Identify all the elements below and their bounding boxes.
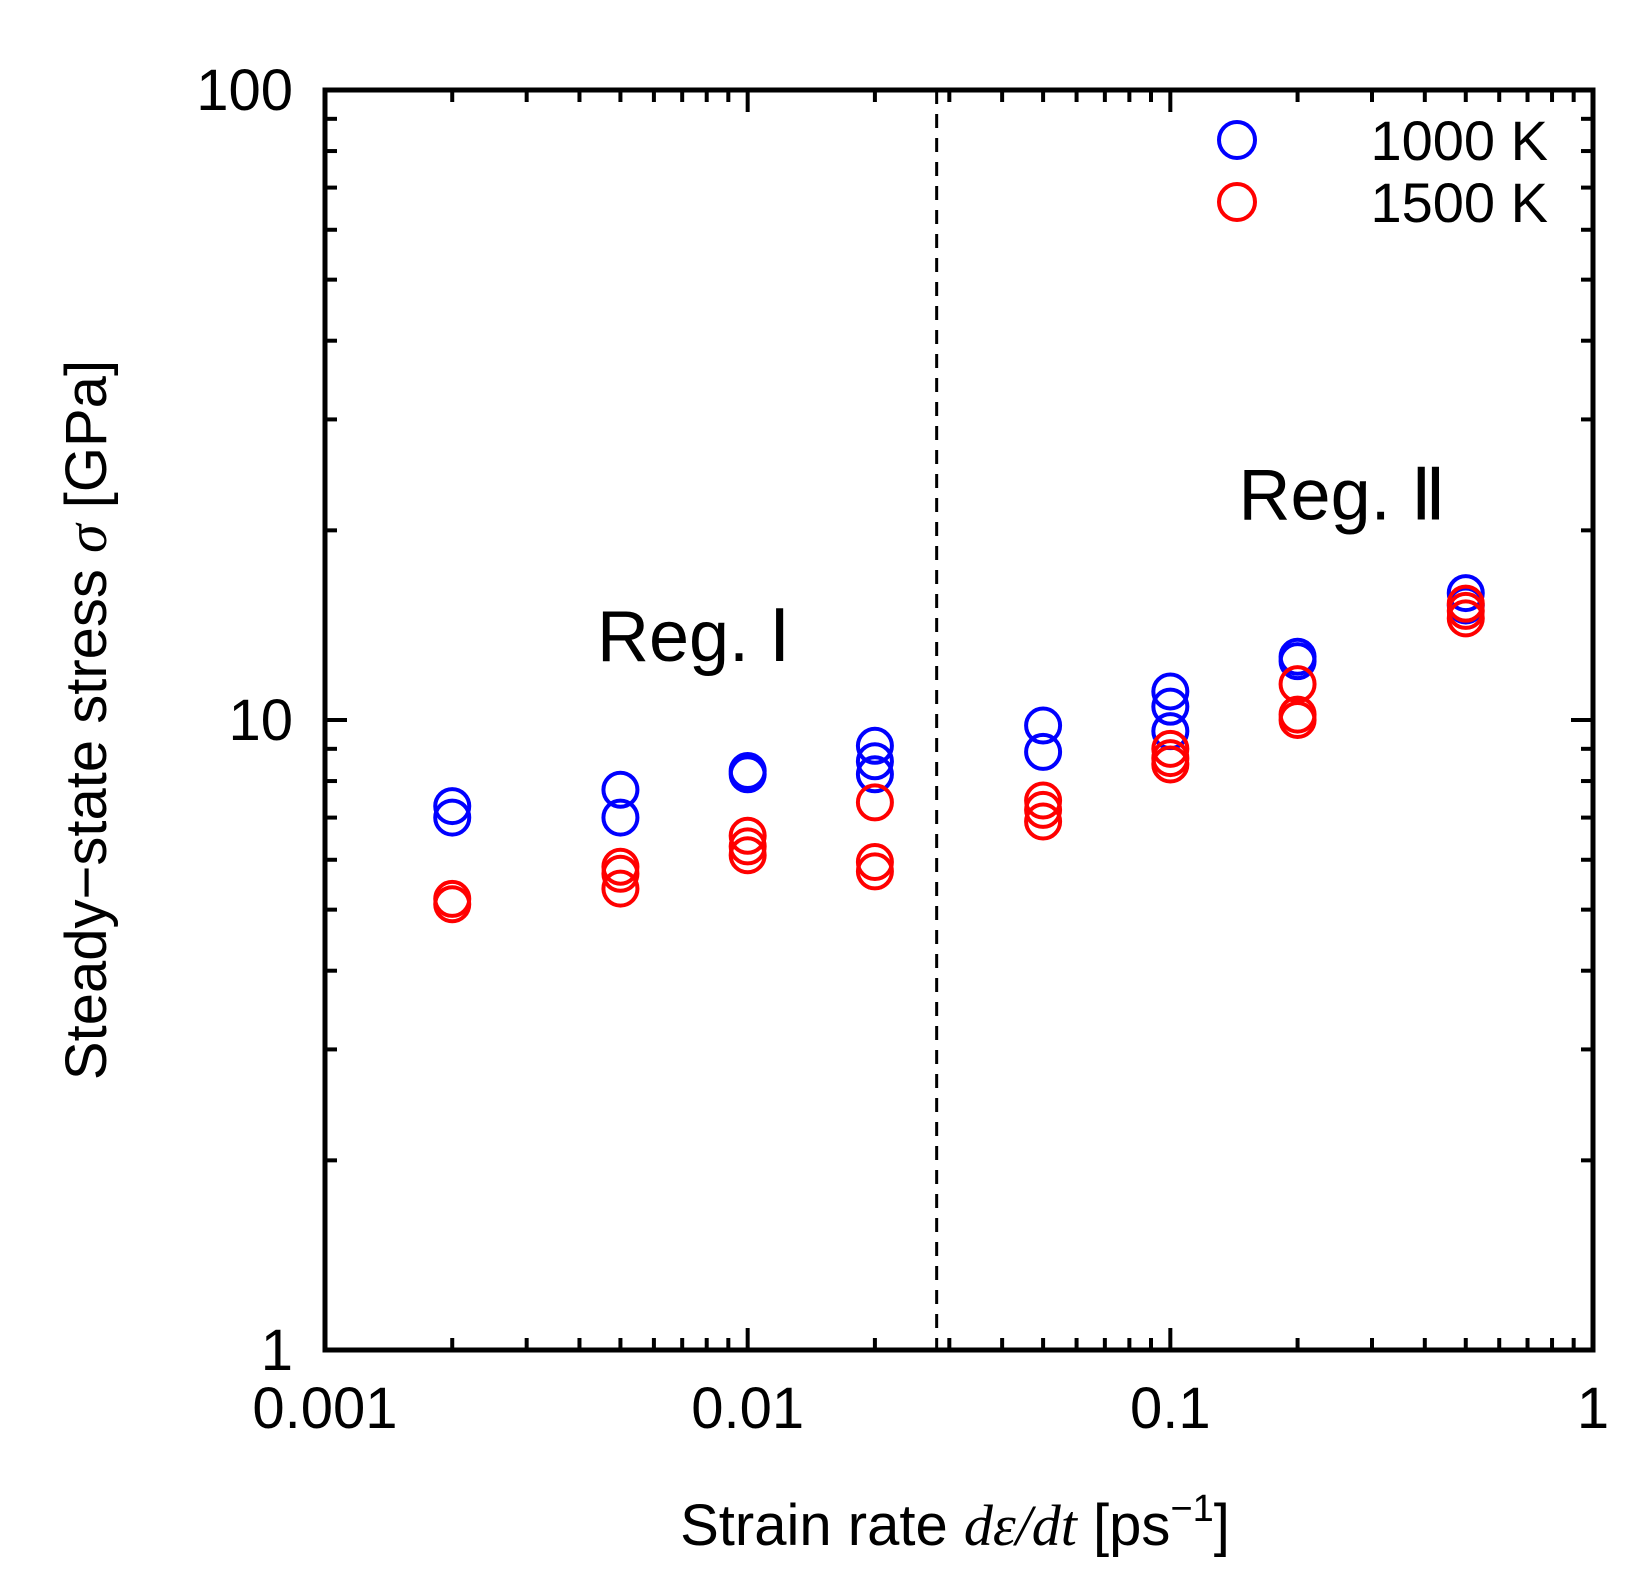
x-axis-title-symbol: dε/dt: [964, 1493, 1079, 1558]
data-point: [1446, 574, 1485, 613]
y-tick-label: 100: [196, 58, 293, 123]
data-point: [1024, 790, 1063, 829]
legend-label: 1000 K: [1371, 109, 1549, 172]
data-point: [855, 726, 894, 765]
tick-labels-layer: 0.001 0.01 0.1 1 1 10 100: [196, 58, 1609, 1441]
y-axis-title-symbol: σ: [54, 522, 119, 553]
data-point: [728, 755, 767, 794]
y-tick-label: 10: [228, 688, 293, 753]
data-point: [855, 852, 894, 891]
data-point: [433, 787, 472, 826]
data-point: [728, 836, 767, 875]
series-1500-k: [433, 584, 1485, 924]
x-tick-label: 1: [1577, 1376, 1609, 1441]
legend-label: 1500 K: [1371, 171, 1549, 234]
x-tick-label: 0.001: [252, 1376, 397, 1441]
data-point: [728, 816, 767, 855]
data-points-layer: [433, 574, 1485, 924]
data-point: [728, 827, 767, 866]
legend-marker: [1217, 120, 1257, 160]
series-1000-k: [433, 574, 1485, 837]
data-point: [433, 885, 472, 924]
data-point: [601, 869, 640, 908]
data-point: [433, 798, 472, 837]
data-point: [601, 854, 640, 893]
data-point: [1024, 802, 1063, 841]
data-point: [1446, 599, 1485, 638]
data-point: [1151, 687, 1190, 726]
data-point: [1151, 745, 1190, 784]
data-point: [601, 770, 640, 809]
x-axis-title-unit-close: ]: [1214, 1493, 1230, 1558]
legend-marker: [1217, 182, 1257, 222]
y-axis-title-prefix: Steady−state stress: [54, 553, 119, 1080]
y-axis-title: Steady−state stress σ [GPa]: [54, 360, 119, 1080]
data-point: [1278, 642, 1317, 681]
x-axis-title: Strain rate dε/dt [ps−1]: [680, 1488, 1230, 1558]
data-point: [855, 783, 894, 822]
plot-frame: [322, 87, 1596, 1353]
annotation-region-1: Reg. Ⅰ: [597, 597, 790, 677]
data-point: [1024, 732, 1063, 771]
y-tick-label: 1: [261, 1318, 293, 1383]
x-axis-title-superscript: −1: [1170, 1488, 1213, 1530]
data-point: [1278, 701, 1317, 739]
x-tick-label: 0.1: [1130, 1376, 1211, 1441]
x-tick-label: 0.01: [691, 1376, 804, 1441]
data-point: [855, 755, 894, 794]
data-point: [855, 843, 894, 882]
x-axis-title-prefix: Strain rate: [680, 1493, 964, 1558]
data-point: [1024, 706, 1063, 745]
ticks-layer: [323, 90, 1593, 1352]
data-point: [1024, 781, 1063, 820]
data-point: [601, 798, 640, 837]
data-point: [855, 742, 894, 781]
data-point: [1151, 672, 1190, 711]
x-axis-title-unit-open: [ps: [1077, 1493, 1171, 1558]
data-point: [1151, 729, 1190, 768]
annotation-region-2: Reg. Ⅱ: [1239, 456, 1447, 536]
y-axis-title-suffix: [GPa]: [54, 360, 119, 524]
